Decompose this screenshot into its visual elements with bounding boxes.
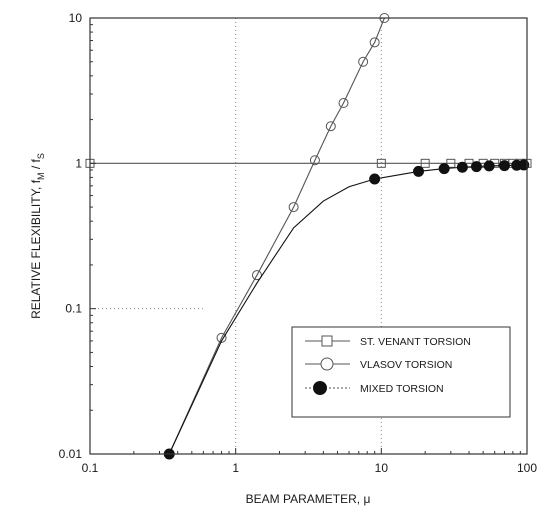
legend-circle-open-marker [320,357,334,371]
circle-filled-marker-mixed [369,173,381,185]
circle-open-marker-vlasov [369,37,380,48]
x-axis-title: BEAM PARAMETER, μ [246,492,371,506]
legend-label-st-venant: ST. VENANT TORSION [360,336,471,348]
x-tick-label: 10 [375,461,389,475]
circle-filled-marker-mixed [413,165,425,177]
circle-open-marker-vlasov [358,56,369,67]
legend-item-vlasov: VLASOV TORSION [305,357,452,371]
legend-label-vlasov: VLASOV TORSION [360,359,452,371]
dotted-gridlines [90,18,382,454]
y-tick-label: 1 [75,156,82,170]
circle-filled-marker-mixed [438,163,450,175]
circle-filled-marker-mixed [483,160,495,172]
legend-item-mixed: MIXED TORSION [305,381,444,395]
series-line-vlasov [168,17,385,455]
series-layer [85,13,532,460]
x-tick-label: 100 [517,461,537,475]
plot-frame [89,17,528,455]
square-marker-st-venant [420,158,430,168]
legend-circle-filled-marker [313,381,327,395]
y-tick-label: 0.01 [59,447,83,461]
circle-filled-marker-mixed [470,161,482,173]
circle-open-marker-vlasov [216,332,227,343]
circle-open-marker-vlasov [309,155,320,166]
circle-filled-marker-mixed [518,159,530,171]
circle-filled-marker-mixed [456,161,468,173]
y-axis-title: RELATIVE FLEXIBILITY, fM / fS [29,153,46,319]
square-marker-st-venant [376,158,386,168]
y-tick-label: 0.1 [65,302,82,316]
legend-square-marker [321,335,333,347]
x-tick-label: 1 [232,461,239,475]
circle-open-marker-vlasov [251,270,262,281]
x-tick-label: 0.1 [82,461,99,475]
circle-open-marker-vlasov [325,121,336,132]
square-marker-st-venant [446,158,456,168]
legend-label-mixed: MIXED TORSION [360,383,444,395]
legend-item-st-venant: ST. VENANT TORSION [305,335,471,348]
legend: ST. VENANT TORSION VLASOV TORSION MIXED … [291,326,511,418]
circle-filled-marker-mixed [498,160,510,172]
y-tick-label: 10 [69,11,83,25]
circle-open-marker-vlasov [338,98,349,109]
circle-open-marker-vlasov [288,202,299,213]
